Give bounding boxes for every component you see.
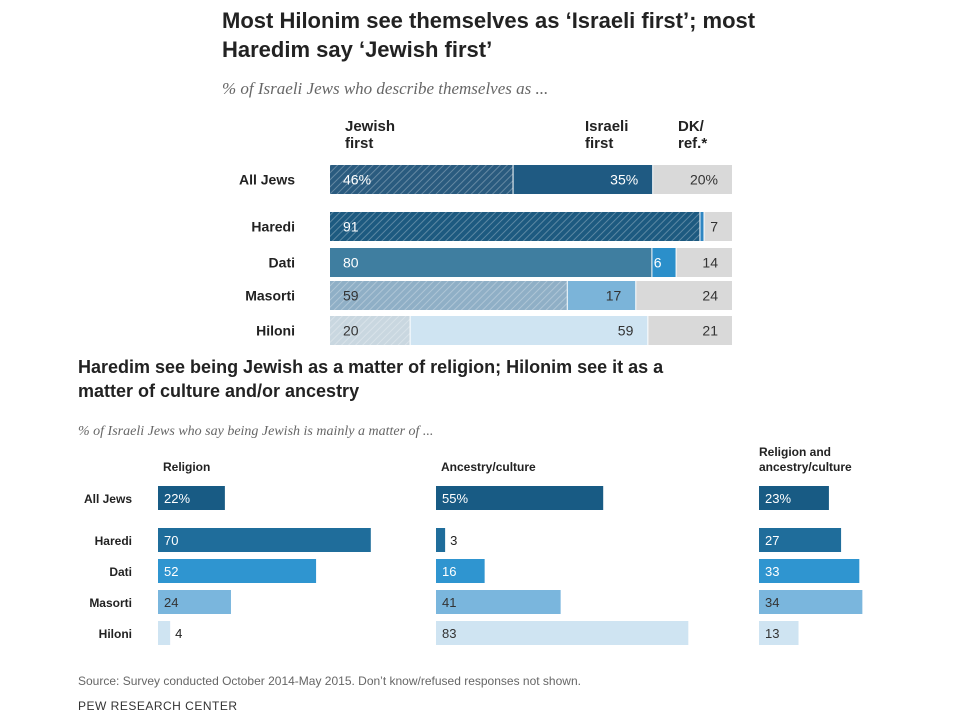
value-label-masorti-dk-ref: 24 <box>702 288 718 304</box>
value-label-dati-dk-ref: 14 <box>702 255 718 271</box>
value-label-religion-and-ancestry-culture-all-jews: 23% <box>765 491 791 506</box>
value-label-religion-all-jews: 22% <box>164 491 190 506</box>
value-label-all-jews-israeli-first: 35% <box>610 172 638 188</box>
bar-all-jews-israeli-first <box>513 165 653 194</box>
row-label-dati: Dati <box>269 255 295 271</box>
chart-2-subtitle: % of Israeli Jews who say being Jewish i… <box>78 424 434 439</box>
bar-ancestry-culture-masorti <box>436 590 561 614</box>
bar-hatch-all-jews <box>330 165 513 194</box>
value-label-hiloni-jewish-first: 20 <box>343 323 359 339</box>
bar-religion-and-ancestry-culture-masorti <box>759 590 863 614</box>
value-label-religion-and-ancestry-culture-masorti: 34 <box>765 595 779 610</box>
panel-header-religion: Religion <box>163 460 210 474</box>
bar-hiloni-israeli-first <box>410 316 648 345</box>
panel-header-ancestry-culture: Ancestry/culture <box>441 460 536 474</box>
bar-religion-and-ancestry-culture-haredi <box>759 528 842 552</box>
row-label-2-all-jews: All Jews <box>84 492 132 506</box>
series-header-jewish-first: Jewish first <box>345 118 395 152</box>
bar-hiloni-dk-ref <box>648 316 732 345</box>
bar-ancestry-culture-haredi <box>436 528 446 552</box>
bar-religion-hiloni <box>158 621 171 645</box>
value-label-dati-israeli-first: 6 <box>654 255 662 271</box>
value-label-religion-hiloni: 4 <box>175 626 182 641</box>
value-label-religion-dati: 52 <box>164 564 178 579</box>
value-label-all-jews-jewish-first: 46% <box>343 172 371 188</box>
row-label-2-masorti: Masorti <box>89 596 132 610</box>
chart-1-stacked-bars: Jewish first Israeli first DK/ref.* All Jews 4… <box>239 118 732 345</box>
value-label-hiloni-israeli-first: 59 <box>618 323 634 339</box>
bar-masorti-israeli-first <box>567 281 636 310</box>
value-label-ancestry-culture-hiloni: 83 <box>442 626 456 641</box>
value-label-ancestry-culture-haredi: 3 <box>450 533 457 548</box>
bar-masorti-dk-ref <box>636 281 732 310</box>
value-label-religion-haredi: 70 <box>164 533 178 548</box>
chart-2-title: Haredim see being Jewish as a matter of … <box>78 357 664 401</box>
value-label-religion-masorti: 24 <box>164 595 178 610</box>
bar-religion-and-ancestry-culture-hiloni <box>759 621 799 645</box>
panel-header-religion-and-ancestry-culture: Religion and ancestry/culture <box>759 445 852 474</box>
bar-ancestry-culture-hiloni <box>436 621 689 645</box>
bar-ancestry-culture-dati <box>436 559 485 583</box>
value-label-religion-and-ancestry-culture-dati: 33 <box>765 564 779 579</box>
bar-hatch-hiloni <box>330 316 410 345</box>
bar-religion-dati <box>158 559 317 583</box>
value-label-ancestry-culture-all-jews: 55% <box>442 491 468 506</box>
bar-religion-masorti <box>158 590 231 614</box>
row-label-haredi: Haredi <box>251 219 295 235</box>
bar-religion-all-jews <box>158 486 225 510</box>
bar-dati-dk-ref <box>676 248 732 277</box>
bar-ancestry-culture-all-jews <box>436 486 604 510</box>
value-label-haredi-dk-ref: 7 <box>710 219 718 235</box>
value-label-religion-and-ancestry-culture-haredi: 27 <box>765 533 779 548</box>
row-label-2-hiloni: Hiloni <box>99 627 132 641</box>
row-label-2-haredi: Haredi <box>95 534 132 548</box>
bar-hatch-haredi <box>330 212 700 241</box>
value-label-masorti-jewish-first: 59 <box>343 288 359 304</box>
value-label-all-jews-dk-ref: 20% <box>690 172 718 188</box>
value-label-dati-jewish-first: 80 <box>343 255 359 271</box>
value-label-haredi-jewish-first: 91 <box>343 219 359 235</box>
bar-religion-haredi <box>158 528 371 552</box>
series-header-dk-ref: DK/ref.* <box>678 118 707 152</box>
value-label-masorti-israeli-first: 17 <box>606 288 622 304</box>
row-label-all-jews: All Jews <box>239 172 295 188</box>
source-note: Source: Survey conducted October 2014-Ma… <box>78 674 581 688</box>
row-label-masorti: Masorti <box>245 288 295 304</box>
bar-haredi-dk-ref <box>704 212 732 241</box>
brand-footer: PEW RESEARCH CENTER <box>78 699 238 713</box>
bar-all-jews-dk-ref <box>653 165 732 194</box>
value-label-ancestry-culture-dati: 16 <box>442 564 456 579</box>
bar-dati-israeli-first <box>652 248 676 277</box>
bar-religion-and-ancestry-culture-dati <box>759 559 860 583</box>
bar-dati-jewish-first <box>330 248 652 277</box>
bar-haredi-israeli-first <box>700 212 704 241</box>
bar-religion-and-ancestry-culture-all-jews <box>759 486 829 510</box>
value-label-hiloni-dk-ref: 21 <box>702 323 718 339</box>
chart-1-title: Most Hilonim see themselves as ‘Israeli … <box>222 8 756 62</box>
bar-hatch-masorti <box>330 281 567 310</box>
chart-1-subtitle: % of Israeli Jews who describe themselve… <box>222 79 549 98</box>
value-label-ancestry-culture-masorti: 41 <box>442 595 456 610</box>
row-label-2-dati: Dati <box>109 565 132 579</box>
value-label-religion-and-ancestry-culture-hiloni: 13 <box>765 626 779 641</box>
row-label-hiloni: Hiloni <box>256 323 295 339</box>
series-header-israeli-first: Israeli first <box>585 118 628 152</box>
